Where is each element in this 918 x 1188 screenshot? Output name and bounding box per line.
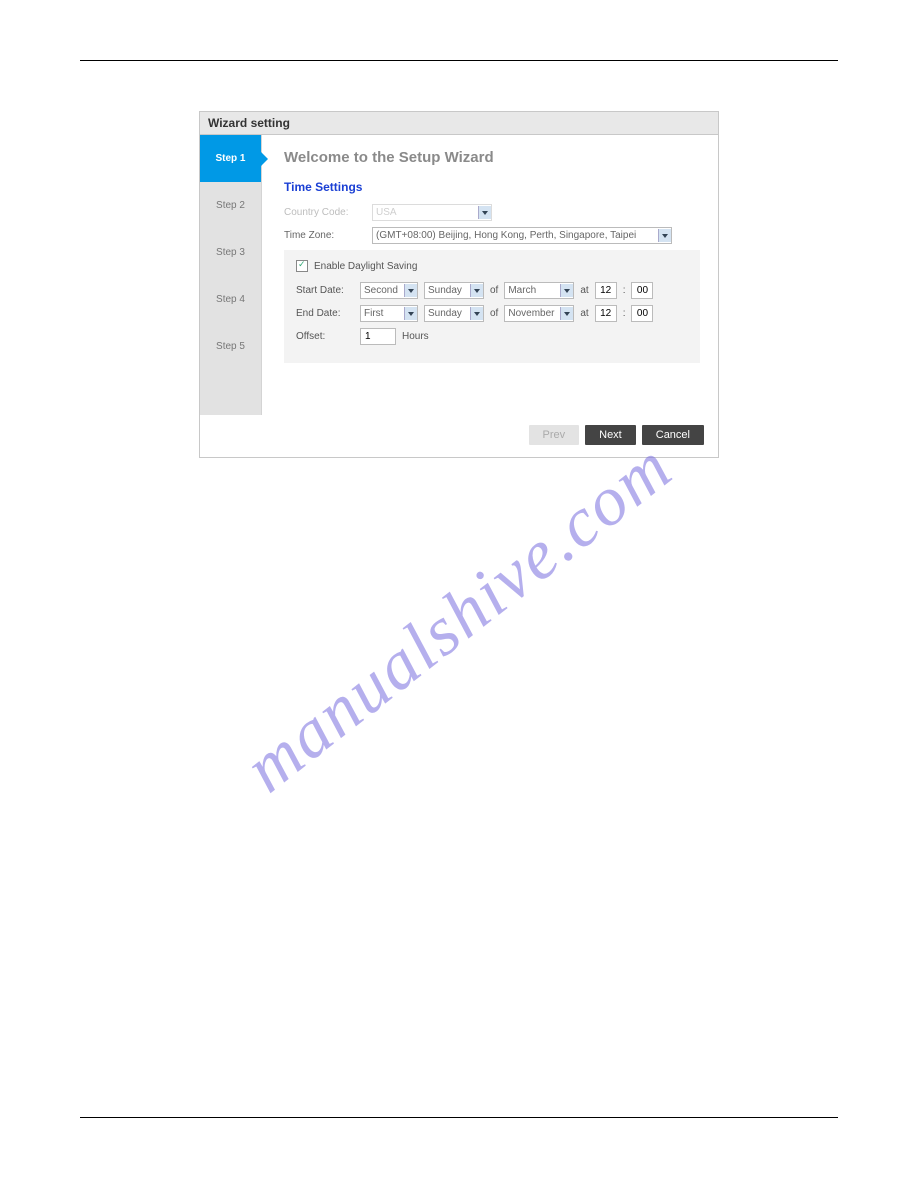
end-day-select[interactable]: Sunday	[424, 305, 484, 322]
end-ordinal-select[interactable]: First	[360, 305, 418, 322]
chevron-down-icon	[470, 284, 483, 297]
page-top-rule	[80, 60, 838, 61]
of-text-1: of	[490, 285, 498, 296]
start-ordinal-select[interactable]: Second	[360, 282, 418, 299]
time-zone-value: (GMT+08:00) Beijing, Hong Kong, Perth, S…	[376, 230, 636, 241]
of-text-2: of	[490, 308, 498, 319]
enable-dst-checkbox[interactable]	[296, 260, 308, 272]
next-button[interactable]: Next	[585, 425, 636, 445]
country-code-label: Country Code:	[284, 207, 372, 218]
wizard-step-5[interactable]: Step 5	[200, 323, 261, 370]
start-hour-input[interactable]	[595, 282, 617, 299]
wizard-heading: Welcome to the Setup Wizard	[284, 149, 700, 166]
start-min-input[interactable]	[631, 282, 653, 299]
section-heading: Time Settings	[284, 180, 700, 194]
time-zone-select[interactable]: (GMT+08:00) Beijing, Hong Kong, Perth, S…	[372, 227, 672, 244]
wizard-step-1[interactable]: Step 1	[200, 135, 261, 182]
start-month-select[interactable]: March	[504, 282, 574, 299]
watermark-text: manualshive.com	[230, 427, 687, 809]
offset-label: Offset:	[296, 331, 354, 342]
country-code-value: USA	[376, 207, 397, 218]
end-month-select[interactable]: November	[504, 305, 574, 322]
country-code-select: USA	[372, 204, 492, 221]
wizard-step-3[interactable]: Step 3	[200, 229, 261, 276]
start-day-select[interactable]: Sunday	[424, 282, 484, 299]
start-date-label: Start Date:	[296, 285, 354, 296]
wizard-title: Wizard setting	[200, 112, 718, 135]
end-min-input[interactable]	[631, 305, 653, 322]
chevron-down-icon	[658, 229, 671, 242]
wizard-button-row: Prev Next Cancel	[200, 415, 718, 457]
colon-1: :	[623, 285, 626, 296]
chevron-down-icon	[478, 206, 491, 219]
chevron-down-icon	[404, 307, 417, 320]
end-hour-input[interactable]	[595, 305, 617, 322]
cancel-button[interactable]: Cancel	[642, 425, 704, 445]
colon-2: :	[623, 308, 626, 319]
chevron-down-icon	[470, 307, 483, 320]
wizard-step-2[interactable]: Step 2	[200, 182, 261, 229]
offset-unit: Hours	[402, 331, 429, 342]
wizard-step-sidebar: Step 1 Step 2 Step 3 Step 4 Step 5	[200, 135, 262, 415]
chevron-down-icon	[560, 284, 573, 297]
wizard-step-4[interactable]: Step 4	[200, 276, 261, 323]
wizard-window: Wizard setting Step 1 Step 2 Step 3 Step…	[199, 111, 719, 458]
time-zone-label: Time Zone:	[284, 230, 372, 241]
daylight-saving-panel: Enable Daylight Saving Start Date: Secon…	[284, 250, 700, 363]
page-bottom-rule	[80, 1117, 838, 1118]
enable-dst-label: Enable Daylight Saving	[314, 261, 417, 272]
chevron-down-icon	[560, 307, 573, 320]
end-date-label: End Date:	[296, 308, 354, 319]
chevron-down-icon	[404, 284, 417, 297]
at-text-1: at	[580, 285, 588, 296]
at-text-2: at	[580, 308, 588, 319]
offset-input[interactable]	[360, 328, 396, 345]
prev-button[interactable]: Prev	[529, 425, 580, 445]
wizard-content: Welcome to the Setup Wizard Time Setting…	[262, 135, 718, 415]
